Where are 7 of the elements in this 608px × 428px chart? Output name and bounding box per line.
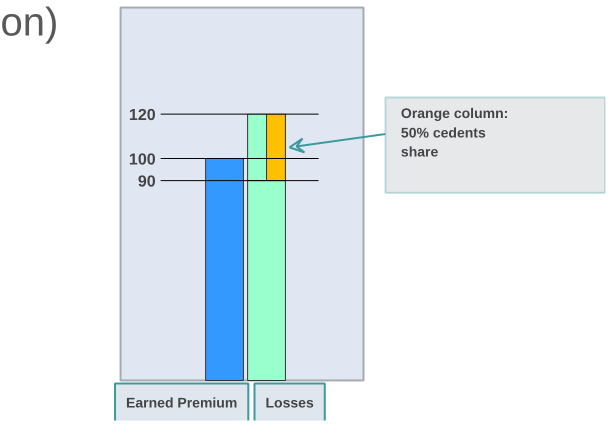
- y-tick-label: 100: [128, 151, 156, 168]
- y-tick-label: 120: [128, 107, 156, 124]
- chart-title: on): [0, 0, 58, 44]
- y-tick-label: 90: [138, 174, 156, 191]
- x-tick-label: Earned Premium: [126, 394, 238, 410]
- x-tick-label: Losses: [265, 394, 314, 410]
- annotation: Orange column: 50% cedents share: [400, 105, 508, 160]
